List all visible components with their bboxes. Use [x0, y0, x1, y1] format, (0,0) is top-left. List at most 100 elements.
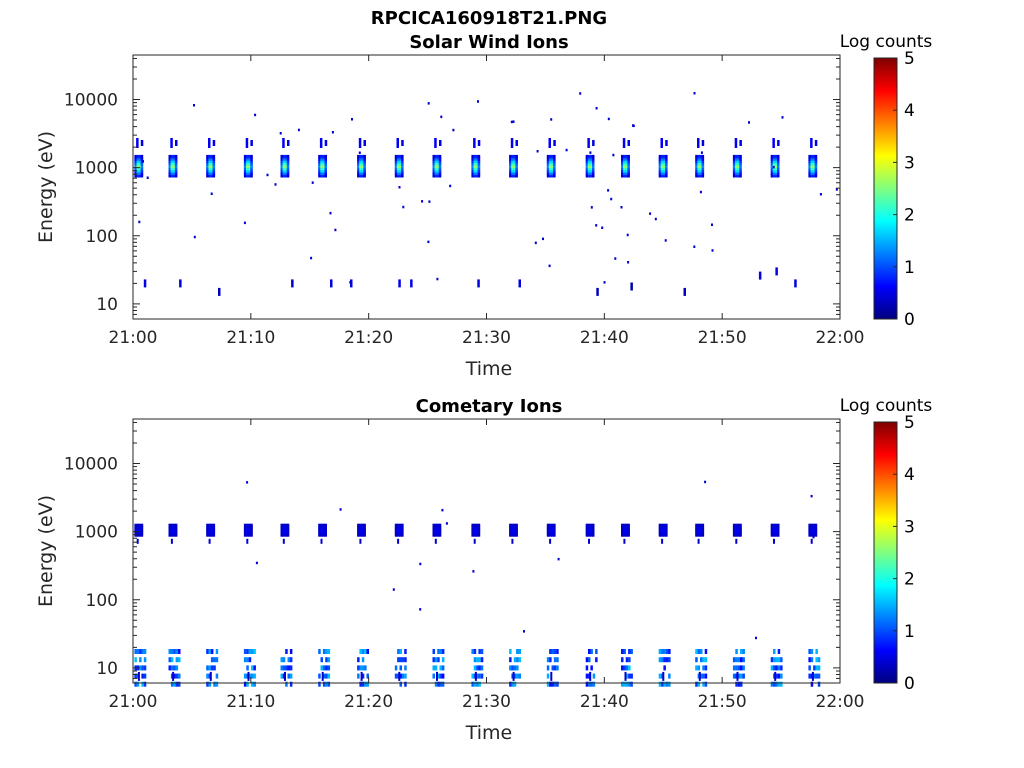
data-cell: [699, 190, 702, 194]
data-cell: [621, 526, 624, 530]
y-tick-label: 1000: [75, 523, 118, 543]
data-cell: [208, 171, 211, 176]
data-cell: [772, 171, 776, 176]
data-cell: [394, 533, 398, 537]
data-cell: [812, 523, 816, 528]
data-cell: [396, 530, 400, 535]
data-cell: [812, 159, 816, 164]
data-cell: [478, 665, 481, 671]
data-cell: [623, 157, 626, 161]
data-cell: [697, 157, 700, 161]
data-cell: [592, 154, 595, 159]
data-cell: [589, 528, 593, 532]
data-cell: [814, 528, 818, 532]
data-cell: [311, 181, 314, 184]
data-cell: [810, 494, 813, 498]
y-axis-label-solar-wind: Energy (eV): [35, 131, 57, 243]
data-cell: [286, 169, 290, 173]
y-tick-label: 10000: [64, 91, 118, 111]
data-cell: [812, 154, 816, 159]
data-cell: [324, 154, 327, 159]
data-cell: [565, 148, 568, 152]
data-cell: [621, 154, 624, 159]
data-cell: [170, 523, 174, 528]
data-cell: [701, 169, 705, 173]
data-cell: [210, 665, 214, 671]
data-cell: [253, 649, 256, 654]
data-cell: [140, 530, 144, 535]
data-cell: [553, 159, 556, 164]
data-cell: [699, 171, 702, 176]
data-cell: [812, 166, 816, 171]
data-cell: [318, 154, 321, 159]
data-cell: [625, 157, 628, 161]
data-cell: [168, 174, 171, 178]
data-cell: [208, 174, 211, 178]
data-cell: [473, 528, 476, 532]
data-cell: [398, 671, 401, 681]
data-cell: [243, 159, 247, 164]
figure-title: RPCICA160918T21.PNG: [371, 8, 607, 29]
data-cell: [289, 649, 293, 654]
data-cell: [758, 271, 762, 280]
data-cell: [136, 154, 139, 159]
data-cell: [515, 159, 518, 164]
data-cell: [172, 533, 176, 537]
data-cell: [774, 671, 777, 681]
data-cell: [320, 174, 323, 178]
data-cell: [735, 526, 738, 530]
data-cell: [814, 526, 818, 530]
data-cell: [777, 649, 781, 654]
data-cell: [511, 159, 514, 164]
data-cell: [212, 164, 216, 168]
data-cell: [516, 673, 519, 679]
data-cell: [215, 681, 219, 687]
data-cell: [471, 523, 474, 528]
data-cell: [810, 162, 813, 166]
data-cell: [434, 533, 438, 537]
data-cell: [284, 154, 288, 159]
data-cell: [436, 164, 440, 168]
data-cell: [630, 282, 633, 291]
data-cell: [511, 526, 514, 530]
data-cell: [210, 159, 213, 164]
data-cell: [438, 526, 442, 530]
data-cell: [585, 166, 589, 171]
data-cell: [711, 249, 714, 252]
x-axis-label-cometary: Time: [465, 722, 513, 744]
data-cell: [704, 649, 708, 654]
data-cell: [174, 154, 178, 159]
data-cell: [551, 171, 554, 176]
data-cell: [363, 162, 366, 166]
data-cell: [546, 164, 550, 168]
data-cell: [607, 189, 610, 192]
data-cell: [208, 159, 211, 164]
data-cell: [322, 528, 325, 532]
data-cell: [553, 166, 556, 171]
data-cell: [325, 649, 328, 654]
data-cell: [318, 157, 321, 161]
data-cell: [471, 169, 474, 173]
data-cell: [739, 174, 742, 178]
data-cell: [396, 166, 400, 171]
data-cell: [509, 533, 512, 537]
data-cell: [515, 174, 518, 178]
data-cell: [660, 159, 664, 164]
data-cell: [587, 526, 591, 530]
data-cell: [143, 657, 147, 663]
data-cell: [357, 159, 360, 164]
data-cell: [357, 530, 360, 535]
data-cell: [627, 154, 630, 159]
data-cell: [774, 157, 778, 161]
data-cell: [286, 528, 290, 532]
data-cell: [359, 665, 362, 671]
x-tick-label: 21:20: [344, 328, 393, 348]
data-cell: [587, 159, 591, 164]
data-cell: [432, 162, 435, 166]
data-cell: [208, 138, 211, 148]
data-cell: [322, 681, 326, 687]
data-cell: [473, 657, 477, 663]
data-cell: [440, 115, 443, 119]
data-cell: [473, 154, 476, 159]
data-cell: [473, 526, 476, 530]
